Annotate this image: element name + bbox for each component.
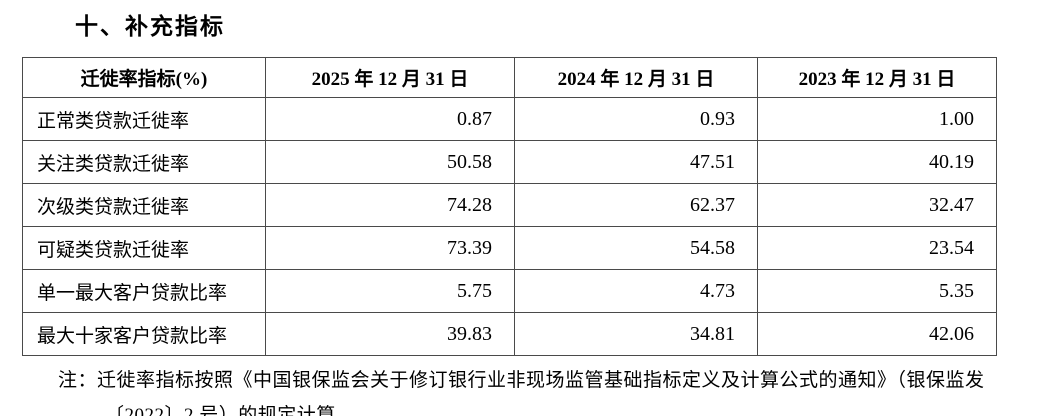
table-row: 关注类贷款迁徙率 50.58 47.51 40.19	[22, 140, 997, 184]
row-label: 最大十家客户贷款比率	[22, 312, 266, 356]
cell-value: 23.54	[757, 226, 997, 270]
table-row: 正常类贷款迁徙率 0.87 0.93 1.00	[22, 97, 997, 141]
table-row: 可疑类贷款迁徙率 73.39 54.58 23.54	[22, 226, 997, 270]
cell-value: 39.83	[265, 312, 515, 356]
footnote-line-1: 注：迁徙率指标按照《中国银保监会关于修订银行业非现场监管基础指标定义及计算公式的…	[58, 370, 985, 391]
cell-value: 50.58	[265, 140, 515, 184]
cell-value: 73.39	[265, 226, 515, 270]
cell-value: 1.00	[757, 97, 997, 141]
column-header-2025: 2025 年 12 月 31 日	[265, 57, 515, 98]
row-label: 可疑类贷款迁徙率	[22, 226, 266, 270]
row-label: 正常类贷款迁徙率	[22, 97, 266, 141]
cell-value: 4.73	[514, 269, 758, 313]
cell-value: 54.58	[514, 226, 758, 270]
table-row: 次级类贷款迁徙率 74.28 62.37 32.47	[22, 183, 997, 227]
cell-value: 40.19	[757, 140, 997, 184]
cell-value: 0.93	[514, 97, 758, 141]
cell-value: 32.47	[757, 183, 997, 227]
cell-value: 34.81	[514, 312, 758, 356]
cell-value: 5.75	[265, 269, 515, 313]
footnote: 注：迁徙率指标按照《中国银保监会关于修订银行业非现场监管基础指标定义及计算公式的…	[58, 363, 1044, 416]
table-header-row: 迁徙率指标(%) 2025 年 12 月 31 日 2024 年 12 月 31…	[22, 57, 997, 98]
cell-value: 0.87	[265, 97, 515, 141]
row-label: 关注类贷款迁徙率	[22, 140, 266, 184]
cell-value: 5.35	[757, 269, 997, 313]
table-row: 最大十家客户贷款比率 39.83 34.81 42.06	[22, 312, 997, 356]
cell-value: 47.51	[514, 140, 758, 184]
section-title: 十、补充指标	[75, 14, 225, 39]
supplementary-indicators-table: 迁徙率指标(%) 2025 年 12 月 31 日 2024 年 12 月 31…	[22, 57, 997, 356]
row-label: 单一最大客户贷款比率	[22, 269, 266, 313]
column-header-2024: 2024 年 12 月 31 日	[514, 57, 758, 98]
cell-value: 74.28	[265, 183, 515, 227]
column-header-2023: 2023 年 12 月 31 日	[757, 57, 997, 98]
cell-value: 42.06	[757, 312, 997, 356]
cell-value: 62.37	[514, 183, 758, 227]
row-label: 次级类贷款迁徙率	[22, 183, 266, 227]
table-row: 单一最大客户贷款比率 5.75 4.73 5.35	[22, 269, 997, 313]
footnote-line-2: 〔2022〕2 号）的规定计算。	[105, 405, 356, 416]
column-header-indicator: 迁徙率指标(%)	[22, 57, 266, 98]
